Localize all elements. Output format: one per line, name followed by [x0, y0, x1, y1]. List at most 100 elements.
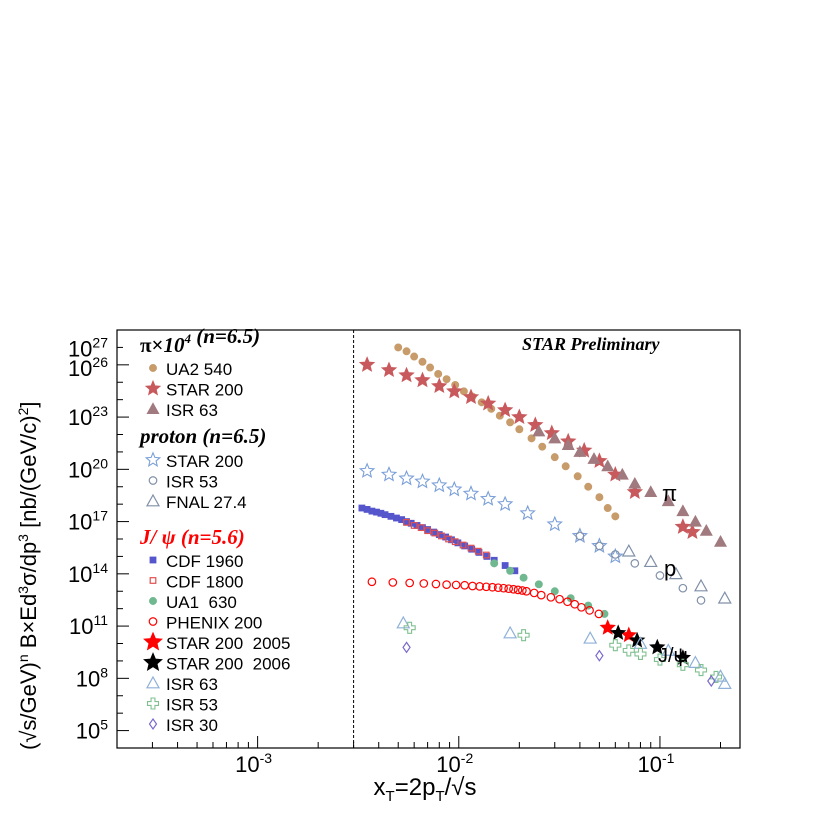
data-point	[610, 550, 620, 559]
y-tick-label: 1020	[68, 455, 108, 482]
data-point	[388, 578, 398, 587]
legend-label: CDF 1960	[166, 552, 243, 571]
data-point	[603, 504, 612, 513]
data-point	[517, 586, 527, 595]
legend-label: UA2 540	[166, 360, 232, 379]
data-point	[587, 452, 601, 464]
data-point	[387, 512, 395, 520]
data-point	[573, 445, 587, 457]
data-point	[431, 579, 441, 589]
data-point	[595, 649, 604, 662]
legend: π×104 (n=6.5) proton (n=6.5) J/ ψ (n=5.6) U…	[138, 324, 290, 735]
data-point	[490, 559, 499, 568]
legend-group-title: π×104 (n=6.5)	[140, 324, 260, 357]
data-point	[424, 527, 432, 535]
data-point	[442, 375, 451, 384]
data-point	[546, 592, 556, 602]
data-point	[482, 551, 490, 559]
data-point	[467, 544, 475, 552]
data-point	[676, 504, 690, 517]
data-point	[419, 579, 429, 588]
legend-marker	[144, 451, 162, 467]
legend-marker	[149, 597, 157, 605]
data-point	[643, 554, 658, 568]
series-14	[402, 641, 716, 688]
data-point	[431, 529, 439, 537]
data-point	[634, 647, 647, 661]
data-point	[511, 408, 528, 425]
data-point	[381, 511, 389, 519]
data-point	[402, 347, 411, 356]
y-tick-label: 1017	[68, 508, 108, 535]
data-point	[661, 643, 676, 656]
data-point	[496, 495, 514, 512]
data-point	[550, 453, 559, 462]
data-point	[380, 361, 398, 378]
data-point	[628, 476, 642, 489]
data-point	[594, 609, 604, 619]
data-point	[653, 653, 666, 666]
data-point	[577, 602, 586, 612]
data-point	[468, 581, 477, 591]
data-point	[445, 535, 452, 543]
data-point	[506, 418, 515, 427]
data-point	[446, 382, 463, 399]
data-point	[546, 515, 563, 532]
data-point	[655, 571, 665, 580]
legend-marker	[144, 379, 162, 396]
data-point	[583, 631, 598, 644]
data-point	[713, 534, 728, 547]
data-point	[621, 543, 636, 557]
data-point	[538, 442, 547, 451]
data-point	[644, 485, 658, 497]
legend-label: PHENIX 200	[166, 614, 262, 633]
series-11	[609, 624, 692, 665]
legend-label: CDF 1800	[166, 573, 243, 592]
legend-marker	[149, 364, 157, 372]
data-point	[517, 629, 530, 642]
data-point	[584, 601, 593, 610]
data-point	[684, 523, 701, 540]
data-point	[367, 577, 377, 587]
x-tick-label: 10-2	[436, 750, 473, 777]
legend-label: UA1 630	[166, 593, 237, 612]
data-point	[431, 377, 448, 394]
curve-label-p: p	[664, 556, 676, 581]
series-5	[621, 543, 732, 604]
data-point	[380, 465, 398, 482]
data-point	[414, 371, 431, 388]
legend-group-title: J/ ψ (n=5.6)	[139, 525, 245, 549]
data-point	[475, 582, 485, 591]
data-point	[410, 522, 418, 529]
series-9	[367, 577, 604, 619]
data-point	[548, 431, 562, 444]
data-point	[506, 566, 515, 575]
legend-label: ISR 63	[166, 401, 218, 420]
x-axis-label: xT=2pT/√s	[374, 774, 477, 805]
legend-label: ISR 63	[166, 675, 218, 694]
series-3	[358, 462, 624, 564]
data-point	[499, 583, 508, 593]
data-point	[649, 638, 666, 655]
data-point	[595, 493, 604, 502]
series-7	[403, 518, 490, 559]
data-point	[555, 594, 564, 604]
data-point	[431, 476, 448, 493]
data-point	[561, 438, 575, 450]
legend-marker	[148, 717, 158, 731]
data-point	[575, 531, 585, 541]
data-point	[479, 394, 497, 411]
curve-label-pi: π	[662, 481, 677, 506]
data-point	[513, 585, 523, 595]
y-tick-label: 1023	[68, 403, 108, 430]
legend-label: FNAL 27.4	[166, 493, 247, 512]
data-point	[418, 357, 427, 366]
legend-marker	[148, 617, 158, 626]
data-point	[475, 549, 483, 556]
data-point	[496, 401, 514, 418]
data-point	[519, 504, 536, 521]
series-1	[358, 356, 701, 540]
legend-label: STAR 200 2006	[166, 655, 290, 674]
data-point	[403, 621, 416, 634]
